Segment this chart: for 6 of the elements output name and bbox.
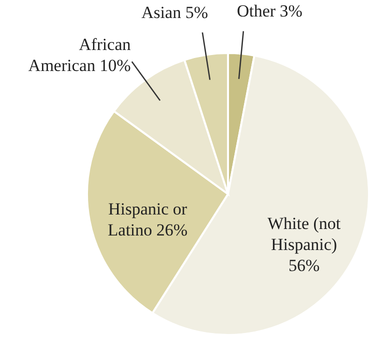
slice-label: Other 3% [236,2,302,21]
slice-label: Asian 5% [141,3,208,22]
slice-label: White (not Hispanic) [267,214,341,254]
slice-label: Hispanic or Latino 26% [108,199,188,240]
slice-label: African American 10% [28,35,132,76]
data-label: 56% [288,256,320,276]
